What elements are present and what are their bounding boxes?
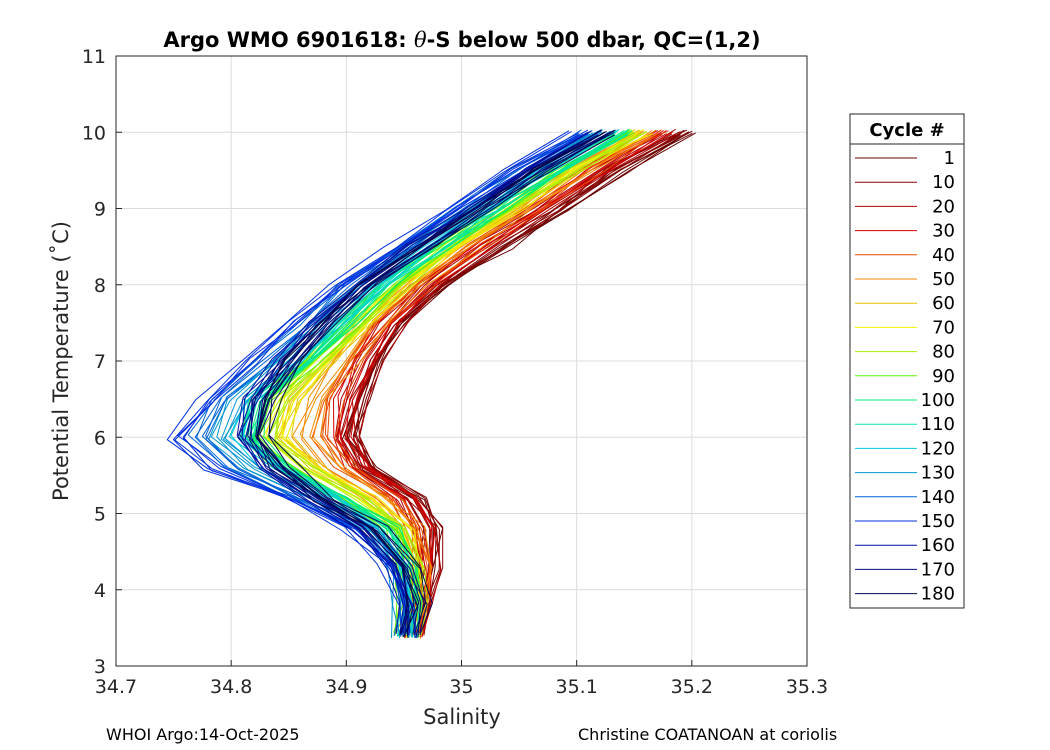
series-line-cycle-40 xyxy=(327,130,669,634)
legend-title: Cycle # xyxy=(869,120,944,141)
series-line-cycle-70 xyxy=(282,133,653,635)
series-line-cycle-180 xyxy=(268,134,616,635)
y-tick-label: 10 xyxy=(82,122,106,144)
legend-label: 20 xyxy=(932,196,955,217)
series-line-cycle-180 xyxy=(256,132,604,633)
legend-label: 180 xyxy=(921,584,955,605)
legend-label: 170 xyxy=(921,559,955,580)
y-tick-label: 11 xyxy=(82,46,106,68)
legend-box xyxy=(849,113,965,609)
legend-label: 150 xyxy=(921,511,955,532)
series-line-cycle-20 xyxy=(358,133,677,639)
series-line-cycle-70 xyxy=(281,133,637,638)
series-line-cycle-170 xyxy=(256,131,615,639)
title-suffix: -S below 500 dbar, QC=(1,2) xyxy=(427,28,761,52)
x-axis-ticks: 34.7 34.8 34.9 35 35.1 35.2 35.3 xyxy=(95,660,828,698)
y-axis-label: Potential Temperature (˚C) xyxy=(49,221,73,501)
legend-label: 140 xyxy=(921,487,955,508)
legend-label: 120 xyxy=(921,438,955,459)
x-tick-label: 35.2 xyxy=(671,676,713,698)
y-axis-ticks: 3 4 5 6 7 8 9 10 11 xyxy=(82,46,122,678)
legend-label: 160 xyxy=(921,535,955,556)
legend-label: 10 xyxy=(932,172,955,193)
y-tick-label: 5 xyxy=(94,504,106,526)
series-line-cycle-150 xyxy=(172,131,572,634)
legend-label: 110 xyxy=(921,414,955,435)
legend-entries: 1102030405060708090100110120130140150160… xyxy=(855,148,955,605)
legend-label: 100 xyxy=(921,390,955,411)
legend: Cycle # 11020304050607080901001101201301… xyxy=(849,113,965,609)
x-tick-label: 35.1 xyxy=(556,676,598,698)
series-line-cycle-170 xyxy=(249,130,601,635)
legend-label: 70 xyxy=(932,317,955,338)
series-line-cycle-40 xyxy=(334,129,662,634)
title-prefix: Argo WMO 6901618: xyxy=(163,28,414,52)
x-tick-label: 35 xyxy=(449,676,473,698)
legend-label: 90 xyxy=(932,366,955,387)
legend-label: 1 xyxy=(944,148,955,169)
legend-label: 80 xyxy=(932,342,955,363)
x-axis-label: Salinity xyxy=(423,705,501,729)
series-line-cycle-130 xyxy=(210,132,594,636)
legend-label: 40 xyxy=(932,245,955,266)
x-tick-label: 34.9 xyxy=(325,676,367,698)
series-line-cycle-50 xyxy=(319,129,656,639)
legend-label: 30 xyxy=(932,221,955,242)
series-line-cycle-150 xyxy=(166,130,570,635)
legend-label: 50 xyxy=(932,269,955,290)
footer-left: WHOI Argo:14-Oct-2025 xyxy=(106,725,300,744)
series-layer xyxy=(166,128,696,639)
footer-right: Christine COATANOAN at coriolis xyxy=(578,725,838,744)
series-line-cycle-180 xyxy=(255,132,604,633)
y-tick-label: 7 xyxy=(94,351,106,373)
series-line-cycle-110 xyxy=(255,134,628,634)
series-line-cycle-150 xyxy=(182,134,580,639)
series-line-cycle-150 xyxy=(177,131,589,638)
legend-label: 60 xyxy=(932,293,955,314)
y-tick-label: 4 xyxy=(94,580,106,602)
y-tick-label: 8 xyxy=(94,275,106,297)
series-line-cycle-160 xyxy=(241,131,591,636)
legend-label: 130 xyxy=(921,463,955,484)
y-tick-label: 6 xyxy=(94,427,106,449)
series-line-cycle-100 xyxy=(249,132,624,637)
chart-title: Argo WMO 6901618: θ-S below 500 dbar, QC… xyxy=(163,28,760,52)
x-tick-label: 34.8 xyxy=(210,676,252,698)
y-tick-label: 3 xyxy=(94,656,106,678)
series-line-cycle-160 xyxy=(237,132,589,634)
x-tick-label: 34.7 xyxy=(95,676,137,698)
x-tick-label: 35.3 xyxy=(786,676,828,698)
series-line-cycle-1 xyxy=(353,132,696,637)
series-line-cycle-40 xyxy=(320,131,647,638)
y-tick-label: 9 xyxy=(94,199,106,221)
title-theta: θ xyxy=(414,28,427,52)
series-line-cycle-50 xyxy=(309,133,657,637)
series-line-cycle-180 xyxy=(268,129,616,635)
series-line-cycle-140 xyxy=(194,129,582,637)
series-line-cycle-40 xyxy=(322,133,654,634)
